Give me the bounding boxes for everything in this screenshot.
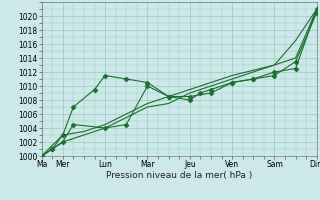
X-axis label: Pression niveau de la mer( hPa ): Pression niveau de la mer( hPa )	[106, 171, 252, 180]
